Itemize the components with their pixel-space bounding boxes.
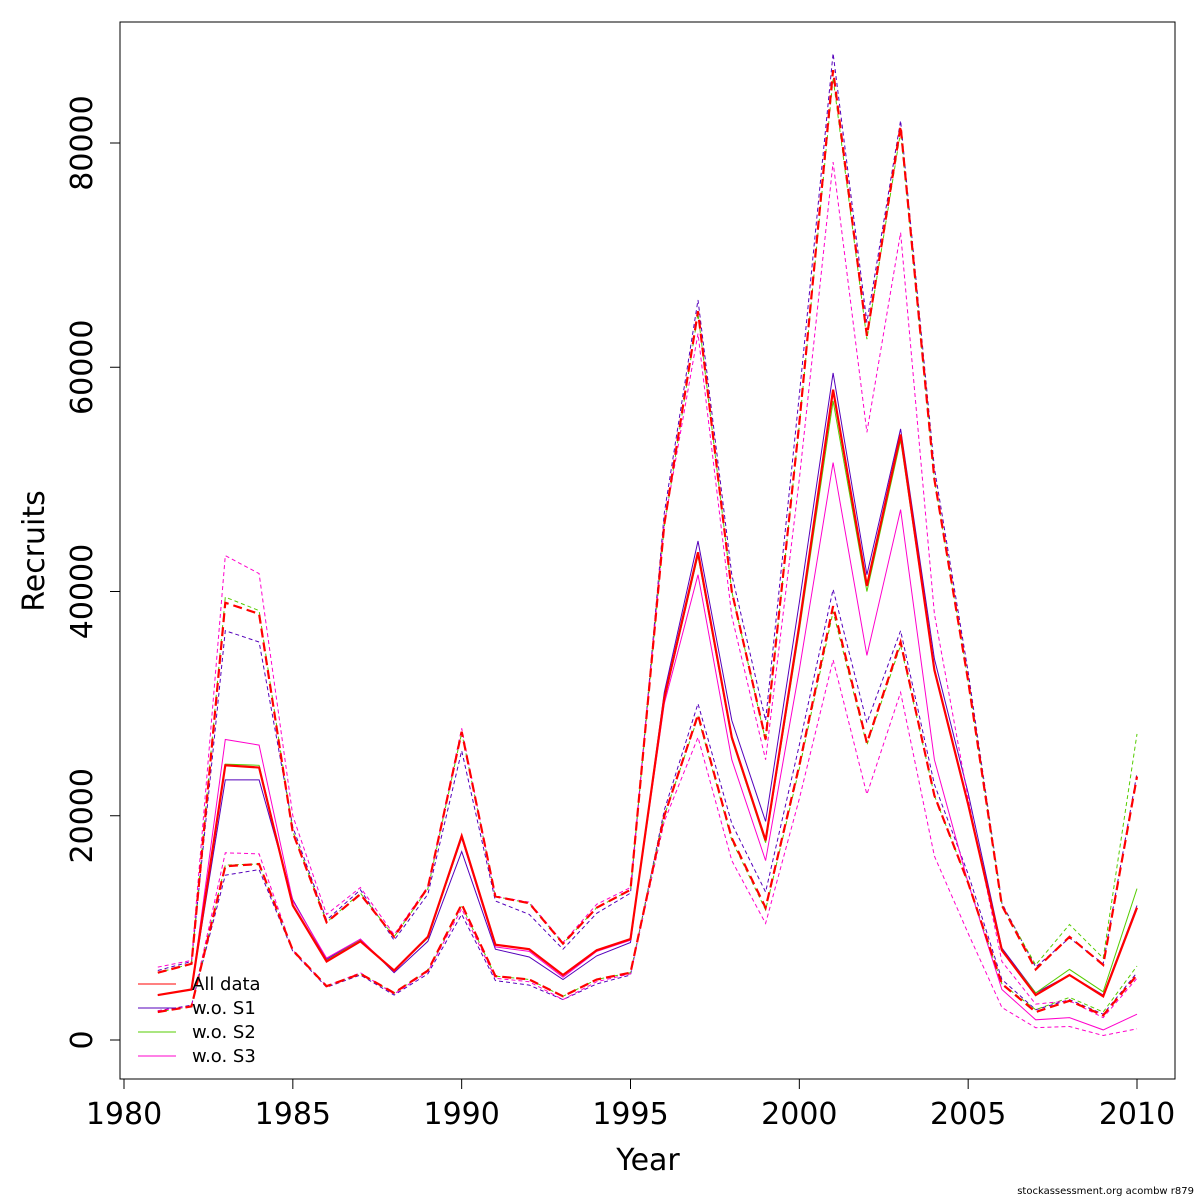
series-all-data-upper-bound bbox=[157, 69, 1139, 974]
footer-note: stockassessment.org acombw r879 bbox=[1017, 1186, 1194, 1197]
series-w-o-s1-upper-bound bbox=[157, 53, 1138, 971]
y-tick-label: 80000 bbox=[65, 95, 100, 190]
x-tick-label: 1995 bbox=[592, 1097, 668, 1132]
x-tick-label: 1985 bbox=[255, 1097, 331, 1132]
x-tick-label: 1990 bbox=[423, 1097, 499, 1132]
legend-label: w.o. S3 bbox=[192, 1046, 256, 1067]
series-layer bbox=[157, 53, 1139, 1037]
series-w-o-s3-line bbox=[157, 462, 1138, 1031]
y-tick-label: 60000 bbox=[65, 320, 100, 415]
x-tick-label: 2005 bbox=[930, 1097, 1006, 1132]
y-tick-label: 20000 bbox=[65, 768, 100, 863]
x-tick-label: 1980 bbox=[86, 1097, 162, 1132]
series-w-o-s3-lower-bound bbox=[157, 659, 1138, 1037]
series-all-data-lower-bound bbox=[157, 605, 1138, 1017]
series-w-o-s1-lower-bound bbox=[157, 589, 1138, 1015]
x-axis-title: Year bbox=[615, 1143, 680, 1178]
legend-label: All data bbox=[192, 974, 261, 995]
series-w-o-s3-upper-bound bbox=[157, 162, 1138, 1019]
x-ticks: 1980 1985 1990 1995 2000 2005 2010 bbox=[86, 1079, 1175, 1132]
x-tick-label: 2010 bbox=[1099, 1097, 1175, 1132]
y-tick-label: 40000 bbox=[65, 544, 100, 639]
y-ticks: 0 20000 40000 60000 80000 bbox=[65, 95, 120, 1050]
y-tick-label: 0 bbox=[65, 1030, 100, 1049]
plot-frame bbox=[119, 21, 1176, 1080]
legend-label: w.o. S1 bbox=[192, 998, 256, 1019]
legend-label: w.o. S2 bbox=[192, 1022, 256, 1043]
series-w-o-s2-upper-bound bbox=[157, 77, 1138, 974]
legend: All data w.o. S1 w.o. S2 w.o. S3 bbox=[138, 974, 261, 1067]
series-all-data-line bbox=[157, 389, 1139, 998]
y-axis-title: Recruits bbox=[17, 490, 52, 612]
x-tick-label: 2000 bbox=[761, 1097, 837, 1132]
